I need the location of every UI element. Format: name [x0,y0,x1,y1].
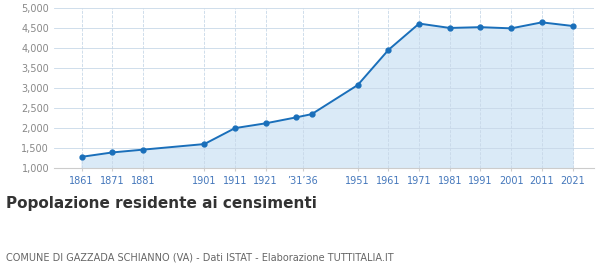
Text: COMUNE DI GAZZADA SCHIANNO (VA) - Dati ISTAT - Elaborazione TUTTITALIA.IT: COMUNE DI GAZZADA SCHIANNO (VA) - Dati I… [6,252,394,262]
Text: Popolazione residente ai censimenti: Popolazione residente ai censimenti [6,196,317,211]
